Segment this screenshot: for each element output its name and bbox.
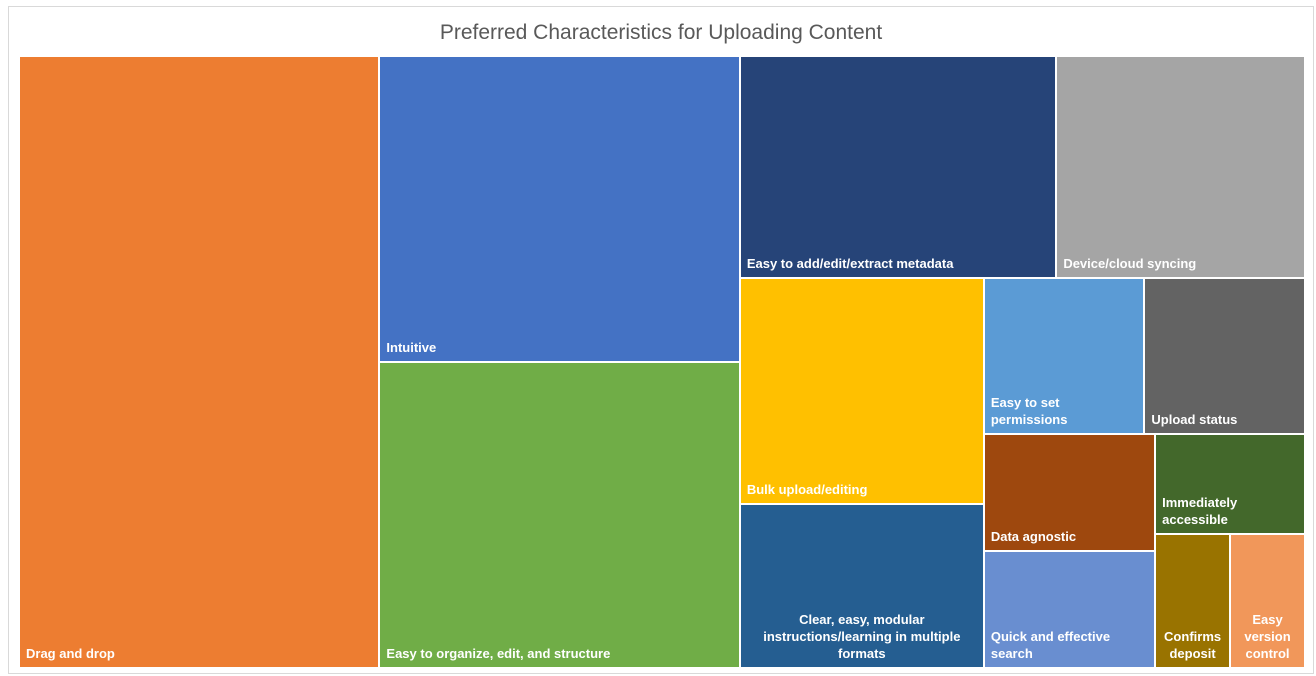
tile-label: Easy to organize, edit, and structure [386,646,611,661]
chart-title: Preferred Characteristics for Uploading … [439,21,883,44]
tile: Clear, easy, modular instructions/learni… [739,503,984,668]
tile-label: Upload status [1151,411,1238,427]
tile: Upload status [1144,277,1305,434]
tile-label: Easy to set permissions [990,394,1068,427]
tile: Data agnostic [983,433,1156,551]
tile-label: Device/cloud syncing [1063,255,1197,271]
tile-label: Clear, easy, modular instructions/learni… [763,611,961,661]
tile: Confirms deposit [1155,534,1231,668]
plot-area: Drag and drop Intuitive Easy to organize, … [19,56,1305,668]
tile: Bulk upload/editing [739,277,984,504]
tile: Device/cloud syncing [1056,56,1305,278]
tile-label: Quick and effective search [990,628,1111,661]
tile: Easy to organize, edit, and structure [379,362,740,668]
tile-label: Bulk upload/editing [746,481,868,497]
tile-label: Easy version control [1244,611,1291,661]
tile: Drag and drop [19,56,380,668]
tile-label: Immediately accessible [1162,495,1238,528]
tile: Easy version control [1230,534,1305,668]
tile: Easy to add/edit/extract metadata [739,56,1057,278]
tile-label: Intuitive [386,340,437,355]
tile: Quick and effective search [983,550,1156,668]
tile-label: Confirms deposit [1164,628,1222,661]
tile-label: Easy to add/edit/extract metadata [746,255,954,271]
tile: Immediately accessible [1155,433,1305,535]
tile-label: Drag and drop [26,646,115,661]
tile: Easy to set permissions [983,277,1145,434]
tile-label: Data agnostic [990,528,1077,544]
chart: Preferred Characteristics for Uploading … [8,6,1314,674]
tile: Intuitive [379,56,740,362]
